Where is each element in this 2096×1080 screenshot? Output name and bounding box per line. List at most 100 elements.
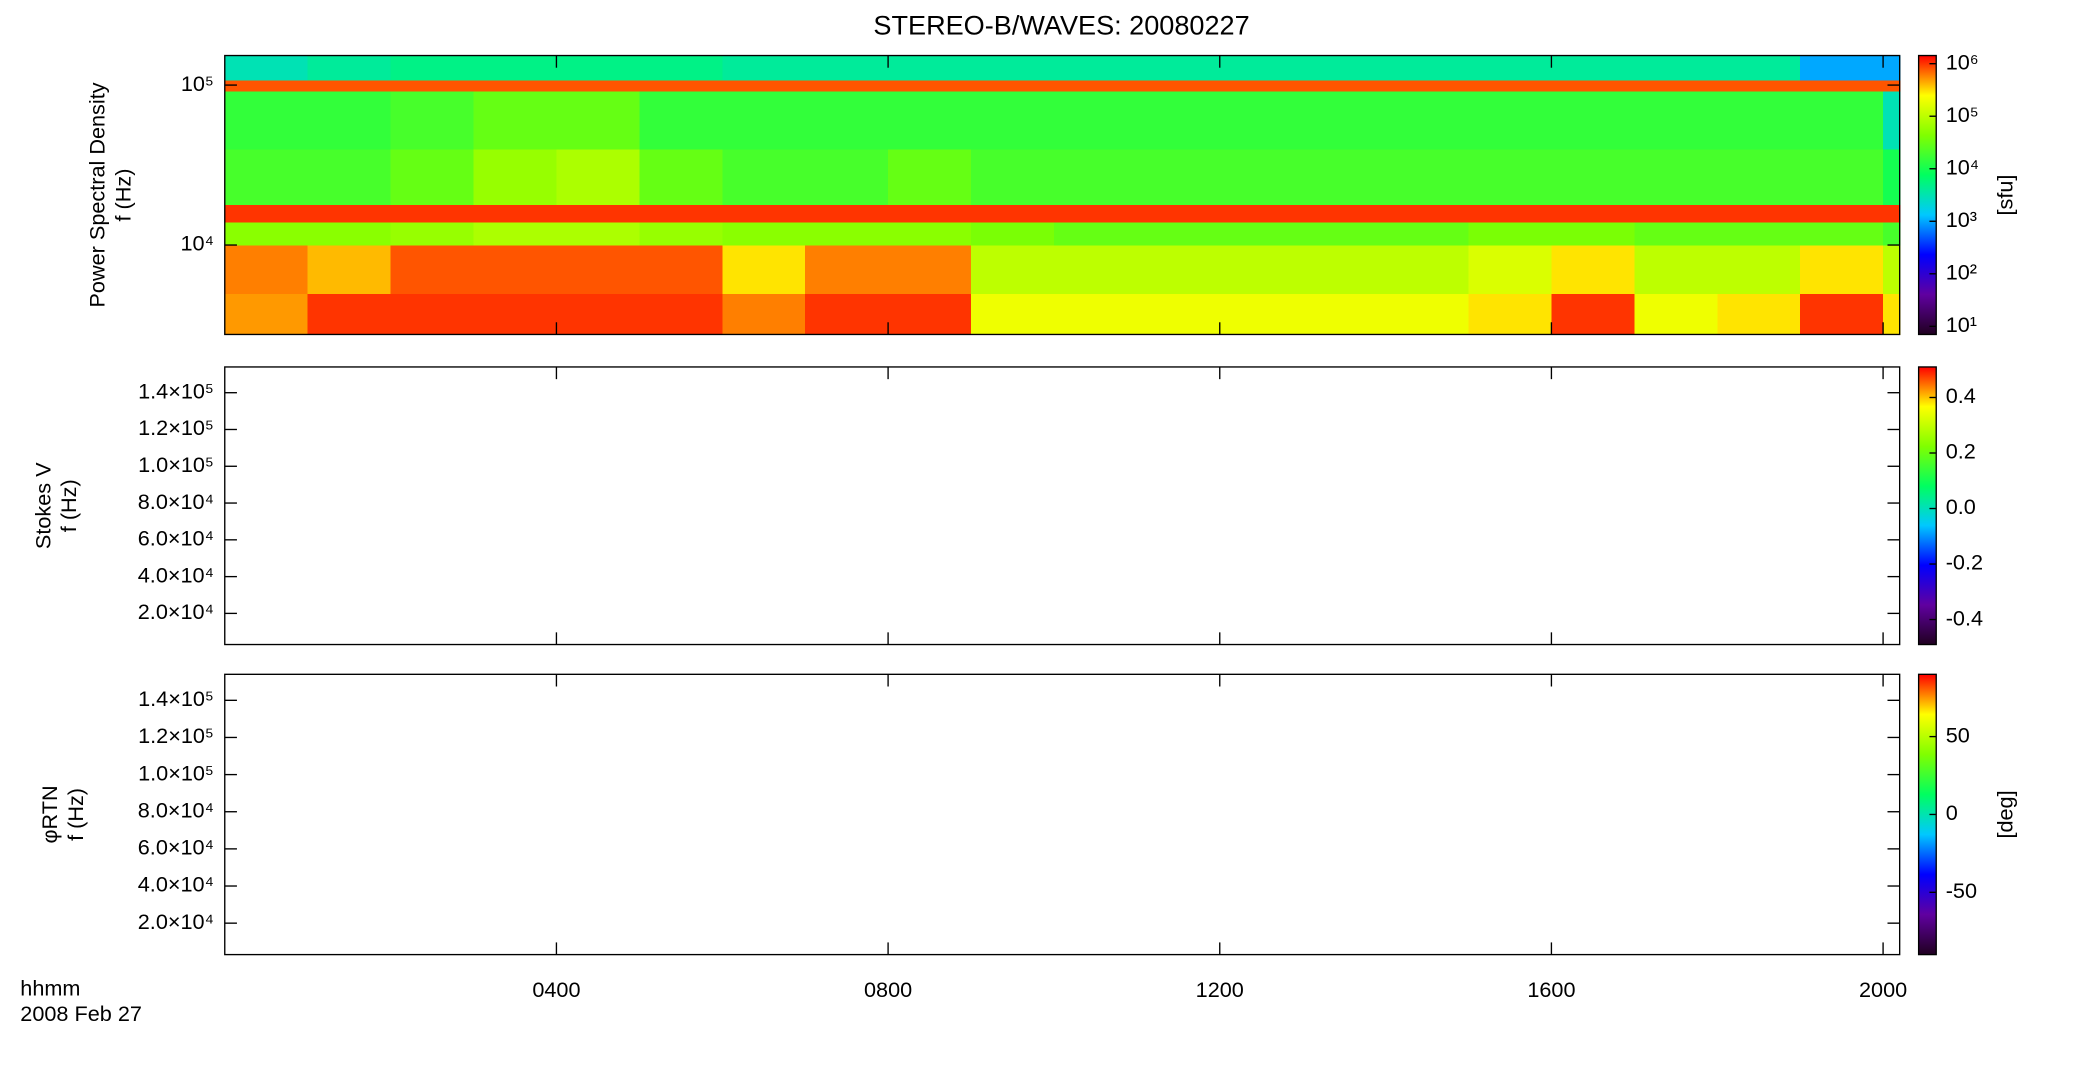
heatmap-cell bbox=[1053, 90, 1138, 150]
y-axis-label: φRTN bbox=[37, 785, 62, 843]
colorbar-tick-label: 50 bbox=[1946, 722, 1970, 747]
heatmap-cell bbox=[224, 90, 309, 150]
heatmap-cell bbox=[1634, 90, 1718, 150]
heatmap-cell bbox=[1136, 221, 1221, 246]
y-tick-label: 2.0×10⁴ bbox=[138, 909, 214, 934]
heatmap-cell bbox=[1302, 245, 1387, 294]
heatmap-cell bbox=[1800, 90, 1884, 150]
heatmap-cell bbox=[1385, 221, 1470, 246]
heatmap-cell bbox=[639, 79, 723, 92]
heatmap-cell bbox=[307, 221, 392, 246]
heatmap-cell bbox=[1219, 245, 1304, 294]
heatmap-cell bbox=[639, 245, 723, 294]
heatmap-cell bbox=[1219, 55, 1304, 81]
heatmap-cell bbox=[473, 204, 558, 223]
heatmap-cell bbox=[224, 204, 309, 223]
heatmap-cell bbox=[556, 79, 641, 92]
heatmap-cell bbox=[1385, 79, 1470, 92]
x-tick-label: 0800 bbox=[864, 977, 912, 1002]
heatmap-cell bbox=[722, 55, 806, 81]
heatmap-cell bbox=[971, 79, 1055, 92]
heatmap-cell bbox=[1551, 245, 1636, 294]
heatmap-cell bbox=[639, 293, 723, 336]
heatmap-cell bbox=[1385, 90, 1470, 150]
y-tick-label: 10⁴ bbox=[181, 231, 214, 256]
heatmap-cell bbox=[888, 148, 972, 205]
y-tick-label: 6.0×10⁴ bbox=[138, 835, 214, 860]
colorbar-tick-label: -0.4 bbox=[1946, 605, 1983, 630]
heatmap-cell bbox=[888, 79, 972, 92]
heatmap-cell bbox=[1883, 148, 1901, 205]
heatmap-cell bbox=[888, 55, 972, 81]
heatmap-cell bbox=[1551, 293, 1636, 336]
y-tick-label: 8.0×10⁴ bbox=[138, 797, 214, 822]
heatmap-cell bbox=[805, 204, 889, 223]
heatmap-cell bbox=[473, 293, 558, 336]
heatmap-cell bbox=[1136, 204, 1221, 223]
heatmap-cell bbox=[805, 293, 889, 336]
colorbar-tick-label: 0.2 bbox=[1946, 439, 1976, 464]
heatmap-cell bbox=[1883, 90, 1901, 150]
heatmap-cell bbox=[224, 148, 309, 205]
heatmap-cell bbox=[1302, 293, 1387, 336]
heatmap-cell bbox=[1468, 90, 1553, 150]
heatmap-cell bbox=[556, 55, 641, 81]
heatmap-cell bbox=[390, 245, 475, 294]
heatmap-cell bbox=[1551, 55, 1636, 81]
heatmap-cell bbox=[805, 221, 889, 246]
colorbar-frame bbox=[1917, 366, 1937, 646]
y-tick-label: 4.0×10⁴ bbox=[138, 562, 214, 587]
heatmap-cell bbox=[1302, 221, 1387, 246]
heatmap-cell bbox=[971, 148, 1055, 205]
x-tick-label: 2000 bbox=[1859, 977, 1907, 1002]
heatmap-cell bbox=[1053, 293, 1138, 336]
heatmap-cell bbox=[1302, 55, 1387, 81]
heatmap-cell bbox=[1219, 221, 1304, 246]
heatmap-cell bbox=[307, 79, 392, 92]
heatmap-cell bbox=[888, 221, 972, 246]
heatmap-cell bbox=[1136, 55, 1221, 81]
heatmap-cell bbox=[805, 55, 889, 81]
heatmap-cell bbox=[473, 79, 558, 92]
x-tick-label: 0400 bbox=[532, 977, 580, 1002]
heatmap-cell bbox=[1717, 55, 1801, 81]
plot-frame bbox=[224, 366, 1901, 646]
colorbar-tick-label: 10² bbox=[1946, 260, 1977, 285]
colorbar-tick-label: 10⁴ bbox=[1946, 154, 1979, 179]
heatmap-cell bbox=[1302, 148, 1387, 205]
y-axis-label: f (Hz) bbox=[110, 169, 135, 222]
y-tick-label: 1.2×10⁵ bbox=[138, 415, 214, 440]
heatmap-cell bbox=[1468, 204, 1553, 223]
colorbar-tick-label: 0.4 bbox=[1946, 383, 1976, 408]
heatmap-cell bbox=[1800, 245, 1884, 294]
heatmap-cell bbox=[722, 204, 806, 223]
heatmap-cell bbox=[1800, 55, 1884, 81]
y-axis-label: f (Hz) bbox=[63, 788, 88, 841]
heatmap-cell bbox=[888, 245, 972, 294]
heatmap-cell bbox=[1551, 204, 1636, 223]
colorbar bbox=[1918, 55, 1937, 335]
heatmap-cell bbox=[556, 221, 641, 246]
heatmap-cell bbox=[1634, 245, 1718, 294]
heatmap-cell bbox=[1136, 148, 1221, 205]
heatmap-cell bbox=[1468, 79, 1553, 92]
heatmap-cell bbox=[1717, 90, 1801, 150]
heatmap-cell bbox=[888, 90, 972, 150]
heatmap-cell bbox=[805, 245, 889, 294]
heatmap-cell bbox=[1136, 293, 1221, 336]
heatmap-cell bbox=[1053, 221, 1138, 246]
x-axis-label: hhmm bbox=[20, 976, 80, 1001]
heatmap-cell bbox=[1717, 293, 1801, 336]
heatmap-cell bbox=[390, 148, 475, 205]
colorbar bbox=[1918, 366, 1937, 645]
y-tick-label: 1.0×10⁵ bbox=[138, 452, 214, 477]
x-tick-label: 1200 bbox=[1196, 977, 1244, 1002]
chart-title: STEREO-B/WAVES: 20080227 bbox=[873, 9, 1249, 40]
heatmap-cell bbox=[805, 90, 889, 150]
x-axis-label: 2008 Feb 27 bbox=[20, 1001, 142, 1026]
heatmap-cell bbox=[1385, 55, 1470, 81]
colorbar-label: [deg] bbox=[1992, 790, 2017, 838]
heatmap-cell bbox=[224, 293, 309, 336]
colorbar-frame bbox=[1917, 54, 1937, 336]
